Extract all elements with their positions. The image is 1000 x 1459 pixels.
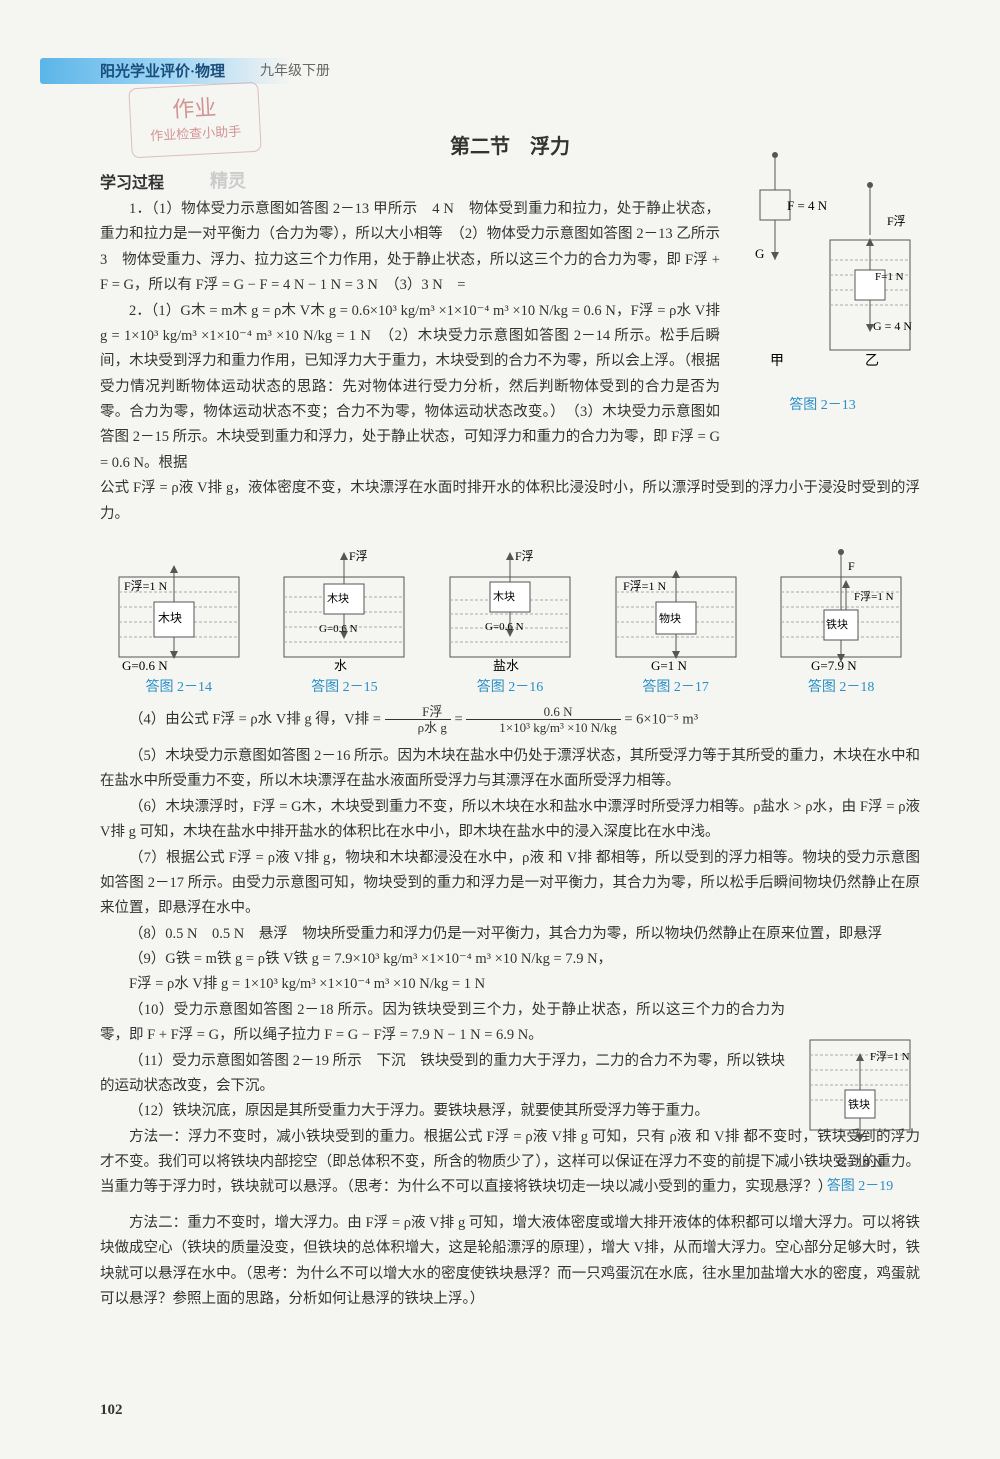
frac-2: 0.6 N 1×10³ kg/m³ ×10 N/kg xyxy=(466,704,620,736)
figure-2-16: F浮 木块 G=0.6 N 盐水 答图 2－16 xyxy=(431,542,589,696)
f218-bot: G=7.9 N xyxy=(811,658,857,672)
f213-jia: 甲 xyxy=(770,354,784,369)
para-2: 2．（1）G木 = m木 g = ρ木 V木 g = 0.6×10³ kg/m³… xyxy=(100,299,720,477)
para-13: 方法一：浮力不变时，减小铁块受到的重力。根据公式 F浮 = ρ液 V排 g 可知… xyxy=(100,1125,920,1201)
page-number: 102 xyxy=(100,1402,123,1419)
f213-G: G xyxy=(755,246,764,261)
subsection-text: 学习过程 xyxy=(100,175,164,192)
f217-bot: G=1 N xyxy=(651,658,687,672)
f219-bot: G=7.9 N xyxy=(800,1155,920,1171)
figure-2-19: F浮=1 N 铁块 G=7.9 N 答图 2－19 xyxy=(800,1020,920,1195)
f219-fp: F浮=1 N xyxy=(870,1050,910,1063)
para-7: （7）根据公式 F浮 = ρ液 V排 g，物块和木块都浸没在水中，ρ液 和 V排… xyxy=(100,846,920,922)
formula-4: （4）由公式 F浮 = ρ水 V排 g 得，V排 = F浮 ρ水 g = 0.6… xyxy=(100,704,920,736)
figure-2-13-caption: 答图 2－13 xyxy=(725,394,920,414)
p4-prefix: （4）由公式 F浮 = ρ水 V排 g 得，V排 = xyxy=(129,711,385,727)
f215-g: G=0.6 N xyxy=(319,623,358,635)
figure-2-13: F = 4 N G 甲 F浮 F=1 N G = 4 N xyxy=(725,150,920,414)
diagram-row: F浮=1 N 木块 G=0.6 N 答图 2－14 F浮 木块 G=0.6 N … xyxy=(100,542,920,696)
f214-caption: 答图 2－14 xyxy=(100,676,258,696)
f213-Fin: F=1 N xyxy=(875,271,904,283)
f218-caption: 答图 2－18 xyxy=(762,676,920,696)
f215-top: F浮 xyxy=(349,549,368,563)
f218-fp: F浮=1 N xyxy=(854,590,894,603)
stamp: 作业 作业检查小助手 xyxy=(128,82,261,159)
frac1-den: ρ水 g xyxy=(385,720,451,736)
para-8: （8）0.5 N 0.5 N 悬浮 物块所受重力和浮力仍是一对平衡力，其合力为零… xyxy=(100,922,920,947)
f215-mid: 木块 xyxy=(327,592,349,605)
figure-2-17: F浮=1 N 物块 G=1 N 答图 2－17 xyxy=(597,542,755,696)
figure-2-14: F浮=1 N 木块 G=0.6 N 答图 2－14 xyxy=(100,542,258,696)
f213-F: F = 4 N xyxy=(787,198,828,213)
header-grade: 九年级下册 xyxy=(260,60,330,80)
f217-mid: 物块 xyxy=(659,611,681,625)
para-5: （5）木块受力示意图如答图 2－16 所示。因为木块在盐水中仍处于漂浮状态，其所… xyxy=(100,744,920,795)
f215-bot: 水 xyxy=(334,658,347,672)
f217-top: F浮=1 N xyxy=(623,579,666,593)
f216-g: G=0.6 N xyxy=(485,621,524,633)
f214-mid: 木块 xyxy=(158,611,182,625)
f216-mid: 木块 xyxy=(493,590,515,603)
f216-caption: 答图 2－16 xyxy=(431,676,589,696)
para-1: 1．（1）物体受力示意图如答图 2－13 甲所示 4 N 物体受到重力和拉力，处… xyxy=(100,197,720,299)
frac-1: F浮 ρ水 g xyxy=(385,704,451,736)
figure-2-13-svg: F = 4 N G 甲 F浮 F=1 N G = 4 N xyxy=(725,150,920,385)
para-2b: 公式 F浮 = ρ液 V排 g，液体密度不变，木块漂浮在水面时排开水的体积比浸没… xyxy=(100,476,920,527)
para-11: （11）受力示意图如答图 2－19 所示 下沉 铁块受到的重力大于浮力，二力的合… xyxy=(100,1049,785,1100)
f214-top: F浮=1 N xyxy=(124,579,167,593)
f218-mid: 铁块 xyxy=(826,618,848,631)
header-series: 阳光学业评价·物理 xyxy=(100,60,225,81)
para-9: （9）G铁 = m铁 g = ρ铁 V铁 g = 7.9×10³ kg/m³ ×… xyxy=(100,947,920,972)
para-9b: F浮 = ρ水 V排 g = 1×10³ kg/m³ ×1×10⁻⁴ m³ ×1… xyxy=(100,972,920,997)
f216-top: F浮 xyxy=(515,549,534,563)
para-12: （12）铁块沉底，原因是其所受重力大于浮力。要铁块悬浮，就要使其所受浮力等于重力… xyxy=(100,1099,785,1124)
f213-G2: G = 4 N xyxy=(873,319,912,333)
f219-caption: 答图 2－19 xyxy=(800,1175,920,1195)
f213-Ff: F浮 xyxy=(887,214,906,228)
f213-yi: 乙 xyxy=(865,353,879,369)
p4-eq: = xyxy=(454,711,466,727)
ghost-text: 精灵 xyxy=(210,167,246,193)
frac2-den: 1×10³ kg/m³ ×10 N/kg xyxy=(466,720,620,736)
f214-bot: G=0.6 N xyxy=(122,658,168,672)
f219-mid: 铁块 xyxy=(848,1098,870,1111)
para-14: 方法二：重力不变时，增大浮力。由 F浮 = ρ液 V排 g 可知，增大液体密度或… xyxy=(100,1211,920,1313)
frac2-num: 0.6 N xyxy=(466,704,620,721)
f217-caption: 答图 2－17 xyxy=(597,676,755,696)
para-6: （6）木块漂浮时，F浮 = G木，木块受到重力不变，所以木块在水和盐水中漂浮时所… xyxy=(100,795,920,846)
figure-2-15: F浮 木块 G=0.6 N 水 答图 2－15 xyxy=(266,542,424,696)
f218-top: F xyxy=(848,559,855,573)
frac1-num: F浮 xyxy=(385,704,451,721)
para-10: （10）受力示意图如答图 2－18 所示。因为铁块受到三个力，处于静止状态，所以… xyxy=(100,998,785,1049)
f215-caption: 答图 2－15 xyxy=(266,676,424,696)
f216-bot: 盐水 xyxy=(493,658,519,672)
p4-suffix: = 6×10⁻⁵ m³ xyxy=(624,711,698,727)
figure-2-18: F F浮=1 N 铁块 G=7.9 N 答图 2－18 xyxy=(762,542,920,696)
